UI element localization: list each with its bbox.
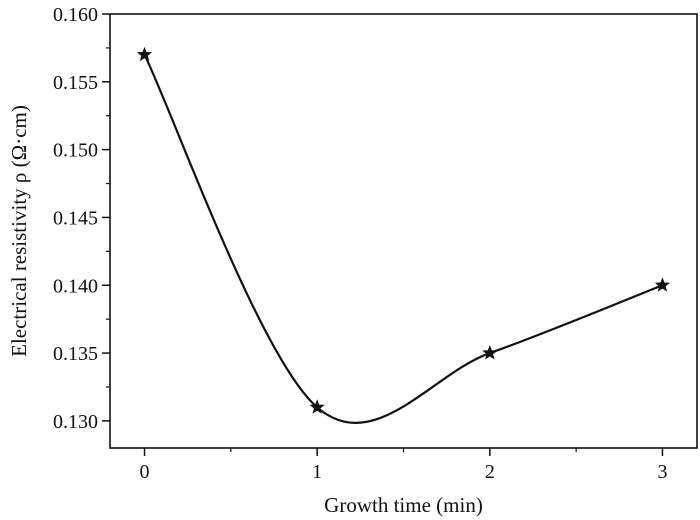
x-axis-title: Growth time (min) (324, 493, 483, 517)
data-point-star (482, 345, 498, 360)
y-tick-label: 0.155 (53, 72, 98, 94)
data-point-star (309, 399, 325, 414)
series-line (143, 54, 663, 424)
x-tick-label: 3 (657, 461, 667, 483)
x-tick-label: 0 (140, 461, 150, 483)
y-tick-label: 0.160 (53, 4, 98, 26)
y-tick-label: 0.150 (53, 140, 98, 162)
y-tick-label: 0.135 (53, 343, 98, 365)
plot-frame (109, 13, 698, 449)
y-tick-label: 0.140 (53, 275, 98, 297)
x-tick-label: 2 (485, 461, 495, 483)
data-point-star (136, 46, 153, 62)
y-tick-label: 0.130 (53, 411, 98, 433)
y-tick-label: 0.145 (53, 207, 98, 229)
x-tick-label: 1 (312, 461, 322, 483)
data-point-star (654, 277, 671, 292)
y-axis-title: Electrical resistivity ρ (Ω·cm) (7, 105, 31, 357)
